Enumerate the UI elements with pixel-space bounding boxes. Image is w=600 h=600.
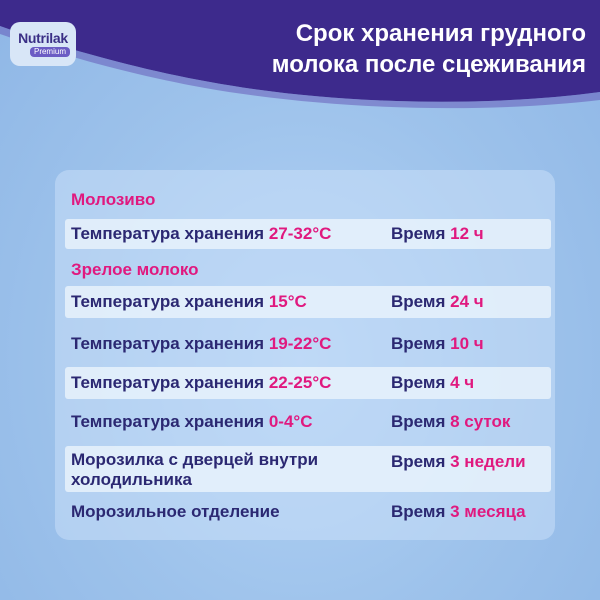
temp-label: Температура хранения [71,412,265,431]
table-row: Температура хранения 19-22°C Время 10 ч [65,328,551,360]
time-label: Время [391,292,446,311]
temp-value: 15°C [268,292,307,311]
row-time: Время 3 недели [391,446,526,478]
temp-label: Температура хранения [71,224,265,243]
temp-value: 27-32°C [268,224,332,243]
place-line-1: Морозилка с дверцей внутри [71,450,319,469]
time-value: 24 ч [450,292,484,311]
temp-value: 19-22°C [268,334,332,353]
table-row: Температура хранения 0-4°C Время 8 суток [65,406,551,438]
page-title: Срок хранения грудного молока после сцеж… [166,18,586,80]
time-label: Время [391,224,446,243]
row-temperature: Температура хранения 15°C [71,286,307,318]
section-mature-milk: Зрелое молоко [71,260,199,279]
time-label: Время [391,373,446,392]
time-label: Время [391,502,446,521]
title-line-2: молока после сцеживания [271,51,586,78]
table-row: Температура хранения 15°C Время 24 ч [65,286,551,318]
row-time: Время 10 ч [391,328,484,360]
table-row: Морозильное отделение Время 3 месяца [65,496,551,528]
row-place: Морозилка с дверцей внутри холодильника [71,450,318,490]
table-row: Морозилка с дверцей внутри холодильника … [65,446,551,492]
time-value: 12 ч [450,224,484,243]
temp-label: Температура хранения [71,334,265,353]
time-value: 8 суток [450,412,511,431]
table-row: Температура хранения 22-25°C Время 4 ч [65,367,551,399]
place-line-2: холодильника [71,470,192,489]
row-temperature: Температура хранения 0-4°C [71,406,313,438]
row-temperature: Температура хранения 19-22°C [71,328,331,360]
table-row: Температура хранения 27-32°C Время 12 ч [65,219,551,249]
brand-logo: Nutrilak Premium [10,22,76,66]
row-time: Время 3 месяца [391,496,526,528]
time-value: 4 ч [450,373,475,392]
row-time: Время 8 суток [391,406,510,438]
temp-label: Температура хранения [71,373,265,392]
header-band [0,0,600,110]
time-value: 10 ч [450,334,484,353]
row-temperature: Температура хранения 22-25°C [71,367,331,399]
row-time: Время 12 ч [391,219,484,249]
row-temperature: Температура хранения 27-32°C [71,219,331,249]
row-time: Время 4 ч [391,367,474,399]
title-line-1: Срок хранения грудного [295,20,586,47]
row-place: Морозильное отделение [71,502,280,521]
time-value: 3 недели [450,452,526,471]
temp-value: 0-4°C [268,412,313,431]
time-label: Время [391,334,446,353]
brand-name: Nutrilak [18,30,68,46]
time-value: 3 месяца [450,502,526,521]
section-colostrum: Молозиво [71,190,156,209]
temp-value: 22-25°C [268,373,332,392]
time-label: Время [391,452,446,471]
temp-label: Температура хранения [71,292,265,311]
brand-sub: Premium [29,47,70,57]
time-label: Время [391,412,446,431]
row-time: Время 24 ч [391,286,484,318]
